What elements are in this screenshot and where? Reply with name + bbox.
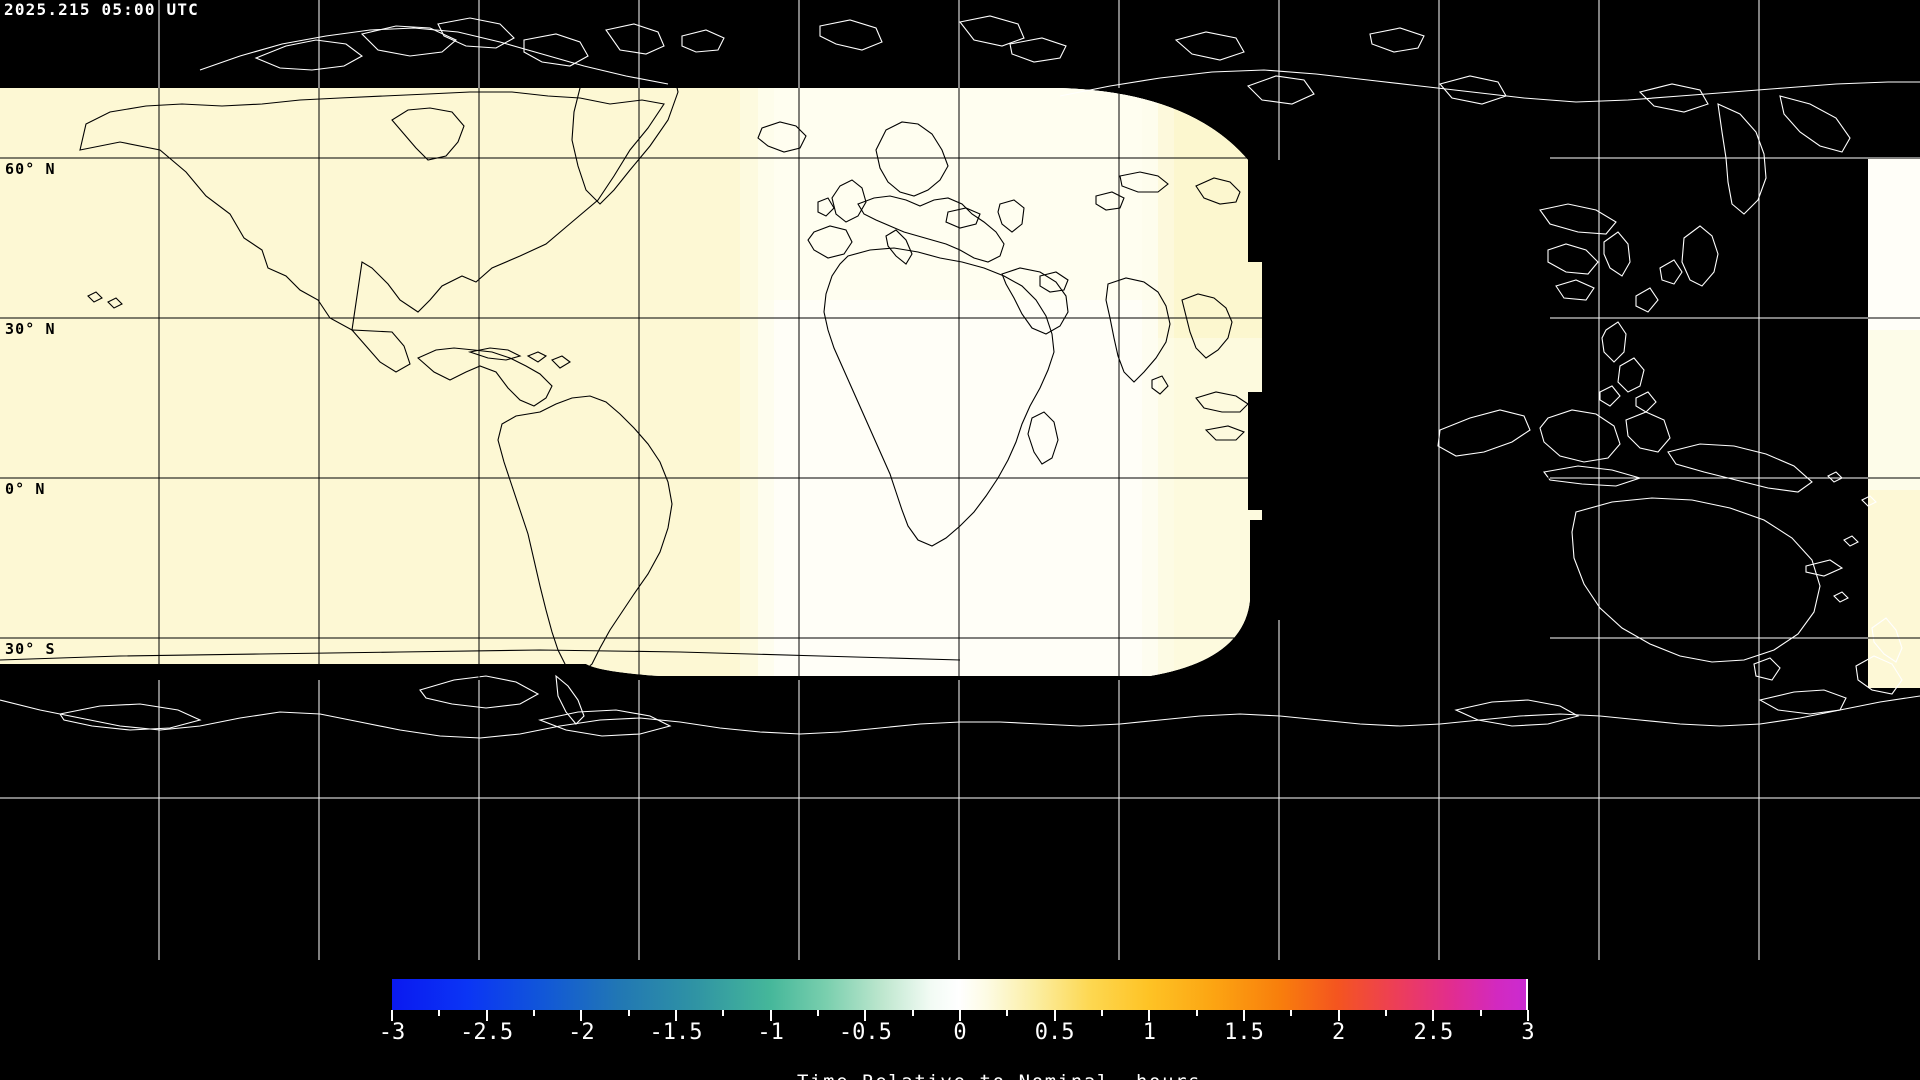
colorbar-tick-label: 1.5: [1224, 1020, 1264, 1045]
colorbar-major-tick: [864, 1010, 867, 1021]
colorbar-tick-label: 1: [1142, 1020, 1156, 1045]
map-plot-area: 2025.215 05:00 UTC 60° N 30° N 0° N 30° …: [0, 0, 1920, 960]
coastlines-night: [0, 15, 1920, 739]
colorbar-major-tick: [580, 1010, 583, 1021]
lat-label-60n: 60° N: [5, 160, 56, 178]
colorbar-major-tick: [485, 1010, 488, 1021]
lat-label-30n: 30° N: [5, 320, 56, 338]
colorbar-major-tick: [1337, 1010, 1340, 1021]
colorbar-major-tick: [959, 1010, 961, 1021]
colorbar-ticks: [391, 1010, 1529, 1022]
colorbar-major-tick: [391, 1010, 393, 1021]
map-panel: 2025.215 05:00 UTC 60° N 30° N 0° N 30° …: [0, 0, 1920, 960]
colorbar-major-tick: [769, 1010, 772, 1021]
colorbar-tick-label: -2.5: [460, 1020, 514, 1045]
colorbar-tick-label: -3: [378, 1020, 406, 1045]
colorbar-gradient: [392, 979, 1528, 1010]
colorbar-tick-label: 0.5: [1034, 1020, 1075, 1045]
colorbar-panel: -3 -2.5 -2 -1.5 -1 -0.5 0 0.5 1 1.5 2 2.5 3 Time Rel…: [0, 960, 1920, 1080]
colorbar-major-tick: [1527, 1010, 1529, 1021]
colorbar-tick-label: -2: [568, 1020, 595, 1045]
swath-wrap-segment: [1868, 158, 1920, 688]
colorbar-minor-tick: [1101, 1010, 1103, 1016]
colorbar-minor-tick: [627, 1010, 630, 1016]
colorbar-tick-label: 2.5: [1413, 1020, 1454, 1045]
lat-lon-gridlines: [0, 0, 1920, 960]
colorbar-tick-label: 3: [1521, 1020, 1535, 1045]
coastlines-day: [0, 88, 1249, 676]
lat-label-60s: 60° S: [5, 800, 56, 818]
colorbar-tick-label: 0: [953, 1020, 967, 1045]
colorbar-tick-labels: -3 -2.5 -2 -1.5 -1 -0.5 0 0.5 1 1.5 2 2.5 3: [379, 1020, 1535, 1047]
colorbar-minor-tick: [1006, 1010, 1009, 1016]
colorbar-tick-label: -1.5: [649, 1020, 703, 1045]
colorbar-minor-tick: [817, 1010, 819, 1016]
colorbar-tick-label: -0.5: [838, 1020, 892, 1045]
colorbar-title-text: Time Relative to Nominal, hours: [797, 1071, 1201, 1080]
colorbar-minor-tick: [1479, 1010, 1482, 1016]
colorbar-minor-tick: [438, 1010, 441, 1016]
colorbar-minor-tick: [1195, 1010, 1198, 1016]
lat-label-0: 0° N: [5, 480, 46, 498]
colorbar-minor-tick: [911, 1010, 914, 1016]
colorbar-tick-label: 2: [1332, 1020, 1346, 1045]
colorbar-major-tick: [1432, 1010, 1435, 1021]
colorbar-major-tick: [675, 1010, 677, 1021]
colorbar-major-tick: [1053, 1010, 1056, 1021]
timestamp-label: 2025.215 05:00 UTC: [4, 0, 199, 19]
colorbar-major-tick: [1148, 1010, 1151, 1021]
colorbar-minor-tick: [722, 1010, 725, 1016]
colorbar-minor-tick: [533, 1010, 535, 1016]
colorbar-tick-label: -1: [757, 1020, 784, 1045]
colorbar-minor-tick: [1290, 1010, 1293, 1016]
colorbar-title: Time Relative to Nominal, hours: [0, 1049, 1920, 1080]
lat-label-30s: 30° S: [5, 640, 56, 658]
swath-shading: [0, 88, 1262, 676]
colorbar-major-tick: [1243, 1010, 1245, 1021]
colorbar-minor-tick: [1385, 1010, 1387, 1016]
world-map-svg: [0, 0, 1920, 960]
